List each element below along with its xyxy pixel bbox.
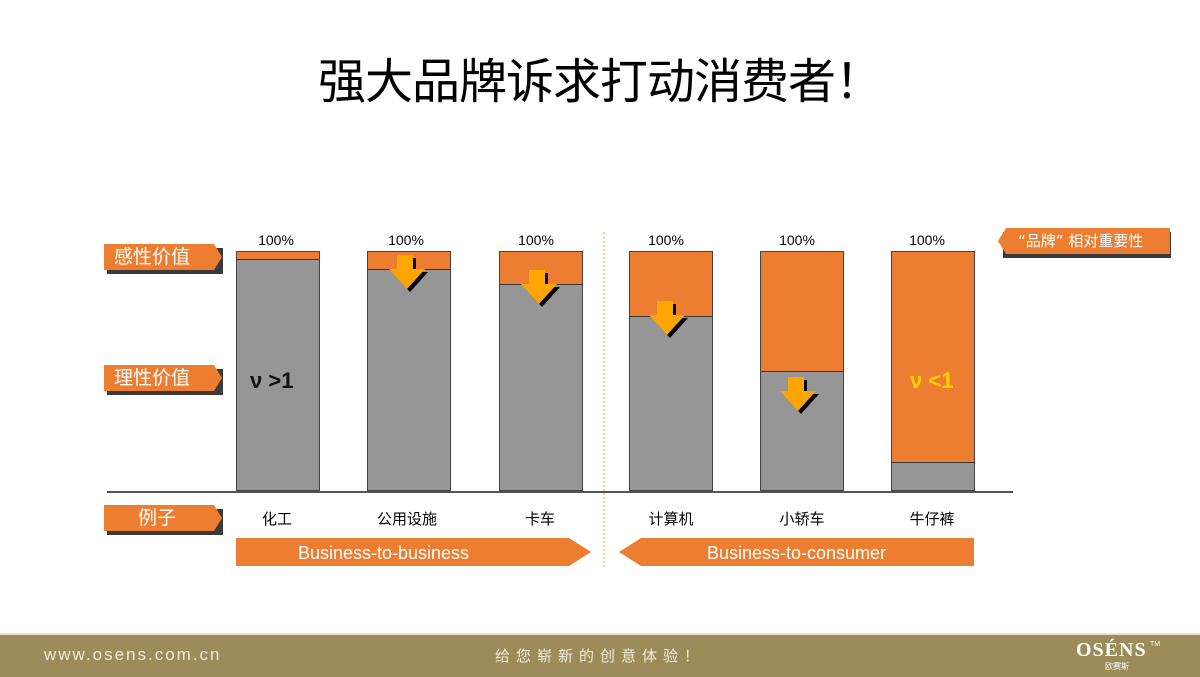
- down-arrow-icon: [389, 255, 428, 292]
- bar-total-label: 100%: [909, 232, 945, 248]
- category-label: 小轿车: [779, 510, 825, 528]
- footer-slogan: 给您崭新的创意体验！: [494, 647, 705, 665]
- bar-computers: [629, 251, 713, 491]
- category-label: 公用设施: [376, 510, 437, 528]
- emotional-segment: [237, 252, 319, 260]
- bar-total-label: 100%: [648, 232, 684, 248]
- footer: www.osens.com.cn 给您崭新的创意体验！ OSÉNS TM 欧赛斯: [0, 633, 1200, 677]
- rational-value-label: 理性价值: [104, 365, 222, 391]
- down-arrow-icon: [521, 270, 560, 307]
- trademark: TM: [1150, 641, 1161, 648]
- bar-total-label: 100%: [258, 232, 294, 248]
- b2b-band: Business-to-business: [236, 538, 591, 566]
- category-label: 计算机: [648, 510, 694, 528]
- down-arrow-icon: [649, 301, 688, 338]
- category-label: 牛仔裤: [909, 510, 955, 528]
- page-title: 强大品牌诉求打动消费者！: [317, 54, 883, 110]
- bar-jeans: [891, 251, 975, 491]
- nu-greater-annotation: ν >1: [250, 368, 294, 393]
- bar-total-label: 100%: [779, 232, 815, 248]
- bar-chemicals: [236, 251, 320, 491]
- logo-subtitle: 欧赛斯: [1105, 662, 1129, 671]
- footer-url[interactable]: www.osens.com.cn: [44, 645, 222, 664]
- b2c-band: Business-to-consumer: [619, 538, 974, 566]
- emotional-segment: [761, 252, 843, 372]
- examples-label: 例子: [104, 505, 222, 531]
- emotional-segment: [892, 252, 974, 463]
- bar-total-label: 100%: [518, 232, 554, 248]
- group-divider: [603, 232, 605, 567]
- down-arrow-icon: [780, 377, 819, 414]
- osens-logo: OSÉNS: [1076, 639, 1147, 661]
- emotional-value-label: 感性价值: [104, 244, 222, 270]
- category-label: 化工: [261, 510, 292, 528]
- bar-total-label: 100%: [388, 232, 424, 248]
- bar-cars: [760, 251, 844, 491]
- x-axis: [107, 491, 1013, 493]
- brand-importance-label: “品牌” 相对重要性: [998, 228, 1170, 254]
- category-label: 卡车: [524, 510, 555, 528]
- nu-less-annotation: ν <1: [910, 368, 954, 393]
